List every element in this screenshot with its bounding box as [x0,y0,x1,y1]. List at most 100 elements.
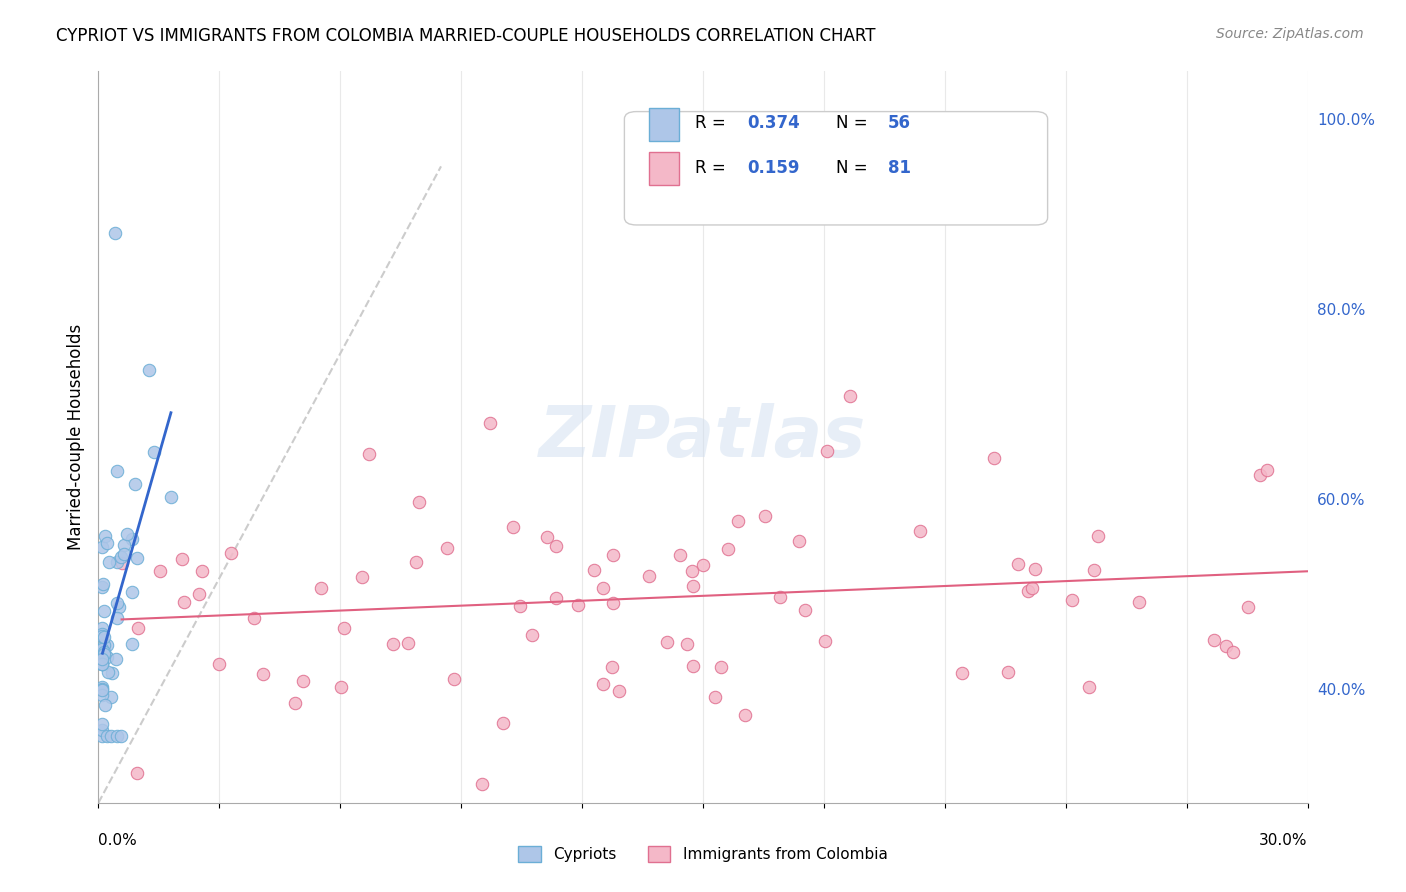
Point [112,538,135,552]
Point [91,657,114,671]
Point [787,533,810,548]
Y-axis label: Married-couple Households: Married-couple Households [66,324,84,550]
Point [108,600,131,615]
Point [352,570,374,584]
Point [93,638,115,652]
Point [681,564,703,578]
Point [105,596,128,610]
Point [682,579,704,593]
Point [103,226,125,240]
Point [124,477,146,491]
Text: 0.159: 0.159 [748,159,800,177]
Point [817,444,839,458]
Point [794,603,817,617]
Point [357,447,380,461]
Text: R =: R = [695,159,731,177]
Point [125,551,148,566]
Point [1202,632,1225,647]
Point [291,674,314,689]
Text: ZIPatlas: ZIPatlas [540,402,866,472]
Point [838,389,860,403]
Point [91,627,114,641]
Point [91,651,114,665]
FancyBboxPatch shape [624,112,1047,225]
Point [96,729,118,743]
Point [100,665,122,680]
Point [1007,557,1029,571]
Point [105,729,128,743]
Text: 81: 81 [889,159,911,177]
Point [91,682,114,697]
Point [219,546,242,560]
Point [602,597,624,611]
Point [682,659,704,673]
Point [172,551,194,566]
Point [703,690,725,704]
Point [91,729,114,743]
Point [997,665,1019,680]
Point [105,464,128,478]
Point [127,621,149,635]
Point [1024,562,1046,576]
Text: N =: N = [837,159,873,177]
Text: Source: ZipAtlas.com: Source: ZipAtlas.com [1216,27,1364,41]
Point [309,581,332,595]
Text: N =: N = [837,113,873,131]
Point [1021,581,1043,595]
Point [592,581,614,595]
Point [492,715,515,730]
Point [1128,595,1150,609]
Point [657,635,679,649]
Point [252,667,274,681]
Point [91,723,114,737]
Point [1256,463,1278,477]
Point [121,637,143,651]
Point [908,524,931,539]
Point [408,495,430,509]
Point [536,529,558,543]
Point [91,629,114,643]
Point [91,621,114,635]
Point [1087,529,1109,543]
Point [436,541,458,556]
Point [1083,564,1105,578]
Point [602,548,624,562]
Point [754,509,776,524]
Text: R =: R = [695,113,731,131]
Point [96,649,118,664]
Point [93,630,115,644]
Point [544,591,567,606]
Point [592,677,614,691]
Point [769,590,792,604]
Point [93,647,115,661]
Point [160,491,183,505]
Point [121,584,143,599]
Point [110,556,132,570]
Point [93,577,115,591]
Point [520,628,543,642]
Point [173,595,195,609]
Point [91,643,114,657]
Point [94,529,117,543]
Point [243,611,266,625]
Point [110,549,132,564]
Point [91,540,114,554]
Legend: Cypriots, Immigrants from Colombia: Cypriots, Immigrants from Colombia [512,840,894,868]
Point [1078,680,1101,694]
Point [583,563,606,577]
Point [502,520,524,534]
Point [950,665,973,680]
Text: 56: 56 [889,113,911,131]
Point [544,540,567,554]
Point [567,599,589,613]
Point [1062,593,1084,607]
Point [117,526,139,541]
Point [669,548,692,562]
Point [100,690,122,704]
Text: 30.0%: 30.0% [1260,833,1308,848]
FancyBboxPatch shape [648,152,679,185]
FancyBboxPatch shape [648,108,679,141]
Point [600,660,623,674]
Point [143,445,166,459]
Point [91,681,114,696]
